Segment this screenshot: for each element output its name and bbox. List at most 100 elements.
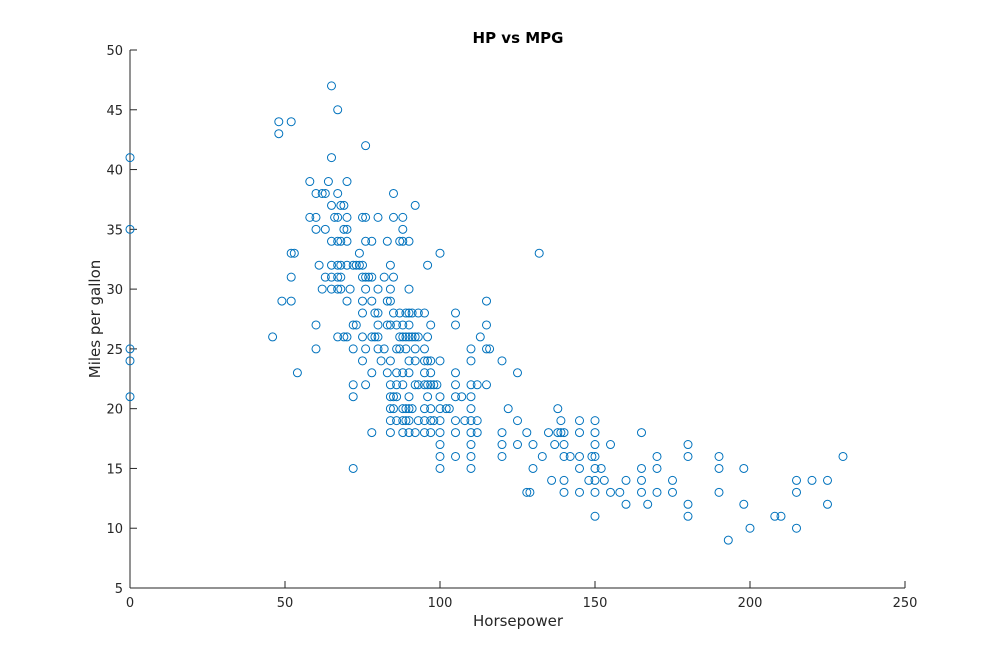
data-point: [435, 451, 445, 461]
data-point: [426, 380, 436, 390]
data-point: [410, 332, 420, 342]
data-point: [398, 404, 408, 414]
axis-ticks: 0 50 100 150 200 250 5 10 15 20 25 30 35 40 45 50: [106, 44, 917, 611]
data-point: [333, 212, 343, 222]
data-point: [426, 404, 436, 414]
data-point: [643, 499, 653, 509]
data-point: [367, 272, 377, 282]
data-point: [376, 356, 386, 366]
data-point: [565, 451, 575, 461]
data-point: [373, 284, 383, 294]
data-point: [556, 416, 566, 426]
y-tick-label: 50: [106, 44, 123, 59]
data-point: [311, 212, 321, 222]
data-point: [389, 308, 398, 318]
data-point: [395, 344, 405, 354]
data-point: [358, 296, 367, 306]
data-point: [333, 188, 343, 198]
data-point: [466, 451, 476, 461]
data-point: [497, 451, 507, 461]
data-point: [410, 356, 420, 366]
data-point: [342, 177, 352, 187]
data-point: [320, 188, 330, 198]
data-point: [420, 368, 429, 378]
data-point: [497, 440, 507, 450]
data-point: [125, 344, 135, 354]
data-point: [361, 141, 371, 151]
data-point: [392, 320, 402, 330]
data-point: [482, 296, 491, 306]
data-point: [587, 451, 597, 461]
data-point: [125, 224, 135, 234]
data-point: [420, 416, 429, 426]
data-point: [823, 499, 832, 509]
data-point: [354, 260, 364, 270]
data-point: [559, 475, 569, 485]
data-point: [435, 248, 445, 258]
data-point: [370, 332, 380, 342]
x-tick-label: 250: [893, 596, 918, 611]
data-point: [348, 260, 358, 270]
data-point: [553, 404, 563, 414]
data-point: [274, 129, 284, 139]
data-point: [348, 320, 358, 330]
data-point: [714, 451, 724, 461]
data-point: [392, 368, 402, 378]
data-point: [370, 308, 380, 318]
data-point: [466, 380, 476, 390]
data-point: [311, 320, 321, 330]
data-point: [351, 320, 361, 330]
data-point: [367, 332, 377, 342]
data-point: [739, 463, 749, 473]
data-point: [401, 308, 411, 318]
data-point: [407, 332, 417, 342]
data-point: [807, 475, 817, 485]
data-point: [621, 475, 631, 485]
data-point: [327, 260, 336, 270]
data-point: [575, 487, 584, 497]
data-point: [336, 284, 346, 294]
data-point: [320, 272, 330, 282]
data-point: [550, 440, 560, 450]
data-point: [823, 475, 832, 485]
data-point: [426, 356, 436, 366]
data-point: [274, 117, 284, 127]
data-point: [404, 308, 414, 318]
data-point: [590, 511, 600, 521]
y-tick-label: 30: [106, 283, 123, 298]
data-point: [435, 463, 445, 473]
data-point: [361, 380, 371, 390]
data-point: [466, 440, 476, 450]
data-point: [345, 284, 355, 294]
data-point: [404, 332, 414, 342]
data-point: [354, 248, 364, 258]
data-point: [404, 404, 414, 414]
data-point: [407, 308, 417, 318]
data-point: [544, 428, 553, 438]
data-point: [398, 320, 408, 330]
data-point: [404, 284, 414, 294]
data-point: [683, 511, 693, 521]
data-point: [525, 487, 535, 497]
data-point: [333, 236, 343, 246]
x-tick-label: 200: [738, 596, 763, 611]
data-point: [385, 356, 395, 366]
data-point: [652, 463, 662, 473]
data-point: [327, 81, 336, 91]
data-point: [320, 224, 330, 234]
data-point: [286, 296, 296, 306]
data-point: [327, 236, 336, 246]
data-point: [389, 392, 398, 402]
data-point: [382, 236, 392, 246]
data-point: [323, 177, 333, 187]
data-point: [404, 356, 414, 366]
data-point: [472, 416, 482, 426]
y-tick-label: 15: [106, 462, 123, 477]
data-point: [432, 380, 442, 390]
data-point: [358, 356, 367, 366]
data-point: [125, 392, 135, 402]
data-point: [385, 416, 395, 426]
data-point: [482, 320, 491, 330]
data-point: [392, 392, 402, 402]
